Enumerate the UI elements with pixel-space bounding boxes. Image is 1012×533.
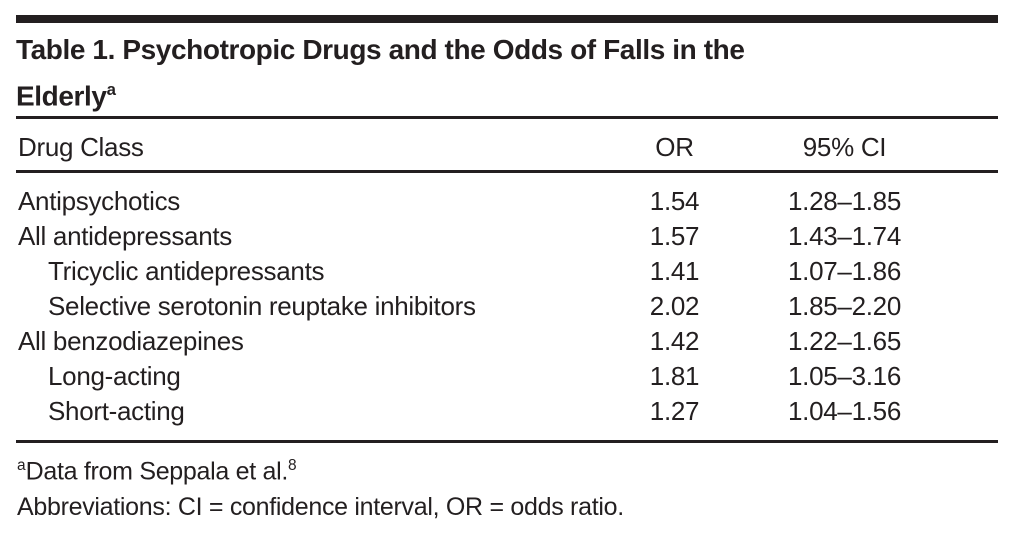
or-cell: 1.42 xyxy=(649,326,700,357)
drug-cell: Antipsychotics xyxy=(18,186,180,217)
figure-content: Table 1. Psychotropic Drugs and the Odds… xyxy=(16,15,998,533)
footnote-source-text: Data from Seppala et al. xyxy=(25,457,289,486)
table-row: All antidepressants 1.57 1.43–1.74 xyxy=(16,219,998,254)
footnote-source: aData from Seppala et al.8 xyxy=(17,448,998,489)
spare-cell xyxy=(921,254,998,289)
table-row: All benzodiazepines 1.42 1.22–1.65 xyxy=(16,324,998,359)
ci-cell: 1.85–2.20 xyxy=(788,291,901,322)
footnotes: aData from Seppala et al.8 Abbreviations… xyxy=(16,443,998,524)
column-header-or: OR xyxy=(643,119,782,174)
spare-cell xyxy=(921,324,998,359)
table-header-row: Drug Class OR 95% CI xyxy=(16,119,998,174)
drug-cell: Long-acting xyxy=(48,361,181,392)
table-row: Antipsychotics 1.54 1.28–1.85 xyxy=(16,172,998,220)
ci-cell: 1.05–3.16 xyxy=(788,361,901,392)
drug-cell: Short-acting xyxy=(48,396,185,427)
footnote-rule xyxy=(16,440,998,444)
table-title-line1: Table 1. Psychotropic Drugs and the Odds… xyxy=(16,34,745,65)
or-cell: 1.81 xyxy=(649,361,700,392)
footnote-abbreviations: Abbreviations: CI = confidence interval,… xyxy=(17,492,624,521)
title-rule xyxy=(16,116,998,120)
table-title-line2: Elderly xyxy=(16,80,107,112)
or-cell: 1.54 xyxy=(649,186,700,217)
or-cell: 1.27 xyxy=(649,396,700,427)
title-superscript: a xyxy=(106,80,116,99)
spare-cell xyxy=(921,172,998,220)
header-rule-gap xyxy=(781,157,783,160)
header-rule-gap xyxy=(642,157,644,160)
ci-cell: 1.43–1.74 xyxy=(788,221,901,252)
ci-cell: 1.28–1.85 xyxy=(788,186,901,217)
table-row: Selective serotonin reuptake inhibitors … xyxy=(16,289,998,324)
column-header-drug-class: Drug Class xyxy=(16,119,643,174)
footnote-reference-sup: 8 xyxy=(288,457,297,475)
ci-cell: 1.22–1.65 xyxy=(788,326,901,357)
or-cell: 1.57 xyxy=(649,221,700,252)
drug-cell: Selective serotonin reuptake inhibitors xyxy=(48,291,476,322)
table-row: Long-acting 1.81 1.05–3.16 xyxy=(16,359,998,394)
or-cell: 2.02 xyxy=(649,291,700,322)
table-title: Table 1. Psychotropic Drugs and the Odds… xyxy=(16,30,998,116)
column-header-ci: 95% CI xyxy=(782,119,921,174)
drug-cell: Tricyclic antidepressants xyxy=(48,256,325,287)
table-row: Tricyclic antidepressants 1.41 1.07–1.86 xyxy=(16,254,998,289)
or-cell: 1.41 xyxy=(649,256,700,287)
drug-cell: All antidepressants xyxy=(18,221,232,252)
drug-odds-table: Drug Class OR 95% CI Antipsychotics 1.54… xyxy=(16,119,998,429)
figure-top-bar xyxy=(16,15,998,23)
ci-cell: 1.07–1.86 xyxy=(788,256,901,287)
header-rule-gap xyxy=(920,157,922,160)
spare-cell xyxy=(921,394,998,429)
spare-cell xyxy=(921,289,998,324)
spare-cell xyxy=(921,359,998,394)
footnote-marker-sup: a xyxy=(17,457,26,475)
ci-cell: 1.04–1.56 xyxy=(788,396,901,427)
column-header-spare xyxy=(921,119,998,174)
spare-cell xyxy=(921,219,998,254)
drug-cell: All benzodiazepines xyxy=(18,326,244,357)
table-row: Short-acting 1.27 1.04–1.56 xyxy=(16,394,998,429)
